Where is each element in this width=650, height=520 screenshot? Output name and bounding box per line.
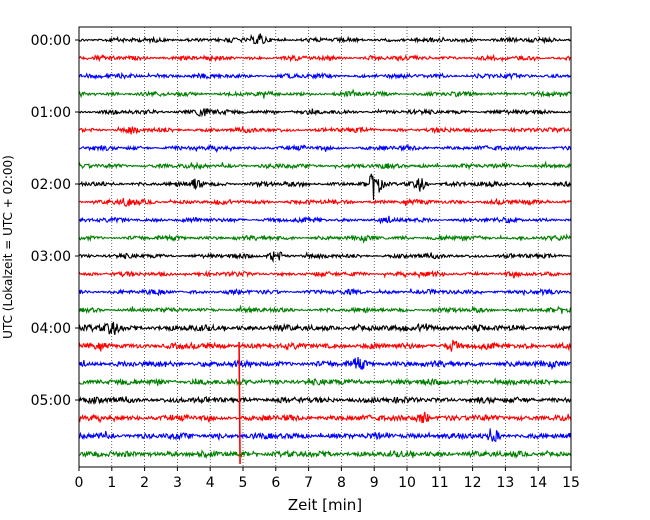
trace-0445 — [78, 377, 572, 387]
y-axis-label: UTC (Lokalzeit = UTC + 02:00) — [1, 155, 15, 339]
trace-0500 — [78, 395, 572, 406]
y-tick-label: 03:00 — [31, 249, 71, 265]
trace-0330 — [78, 287, 572, 297]
trace-0415 — [78, 339, 572, 352]
x-tick-label: 1 — [107, 475, 116, 491]
y-tick-label: 00:00 — [31, 33, 71, 49]
x-tick-label: 2 — [140, 475, 149, 491]
x-tick-label: 0 — [75, 475, 84, 491]
y-tick-label: 04:00 — [31, 321, 71, 337]
x-tick-label: 5 — [239, 475, 248, 491]
trace-0030 — [78, 71, 572, 81]
vertical-spike — [238, 341, 241, 465]
y-tick-label: 02:00 — [31, 177, 71, 193]
x-axis: 0 1 2 3 4 5 6 7 8 9 10 11 12 13 14 15 — [75, 467, 580, 491]
x-tick-label: 3 — [173, 475, 182, 491]
trace-0400 — [78, 321, 572, 336]
x-tick-label: 9 — [370, 475, 379, 491]
plot-frame — [78, 26, 572, 468]
trace-0315 — [78, 269, 572, 279]
x-axis-label: Zeit [min] — [288, 496, 362, 514]
trace-0000 — [78, 33, 572, 45]
y-tick-label: 05:00 — [31, 393, 71, 409]
trace-0130 — [78, 143, 572, 154]
plot-background — [79, 27, 571, 467]
trace-0230 — [78, 215, 572, 225]
trace-0545 — [78, 449, 572, 460]
trace-0515 — [78, 411, 572, 424]
seismogram-traces — [78, 33, 572, 460]
trace-0430 — [78, 357, 572, 371]
x-tick-label: 6 — [271, 475, 280, 491]
trace-0045 — [78, 88, 572, 99]
trace-0145 — [78, 160, 572, 171]
trace-0215 — [78, 197, 572, 208]
trace-0100 — [78, 108, 572, 118]
x-tick-label: 4 — [206, 475, 215, 491]
trace-0245 — [78, 233, 572, 244]
x-tick-label: 12 — [464, 475, 482, 491]
x-tick-label: 15 — [562, 475, 580, 491]
x-gridlines — [111, 27, 539, 467]
x-tick-label: 14 — [529, 475, 547, 491]
x-tick-label: 13 — [496, 475, 514, 491]
trace-0530 — [78, 428, 572, 443]
annotations — [238, 341, 241, 465]
trace-0015 — [78, 53, 572, 63]
trace-0115 — [78, 125, 572, 135]
x-tick-label: 7 — [304, 475, 313, 491]
trace-0300 — [78, 251, 572, 264]
y-tick-label: 01:00 — [31, 105, 71, 121]
trace-0345 — [78, 304, 572, 315]
x-tick-label: 11 — [431, 475, 449, 491]
y-axis: 00:00 01:00 02:00 03:00 04:00 05:00 — [31, 33, 79, 409]
x-tick-label: 8 — [337, 475, 346, 491]
x-tick-label: 10 — [398, 475, 416, 491]
trace-0200 — [78, 173, 572, 200]
